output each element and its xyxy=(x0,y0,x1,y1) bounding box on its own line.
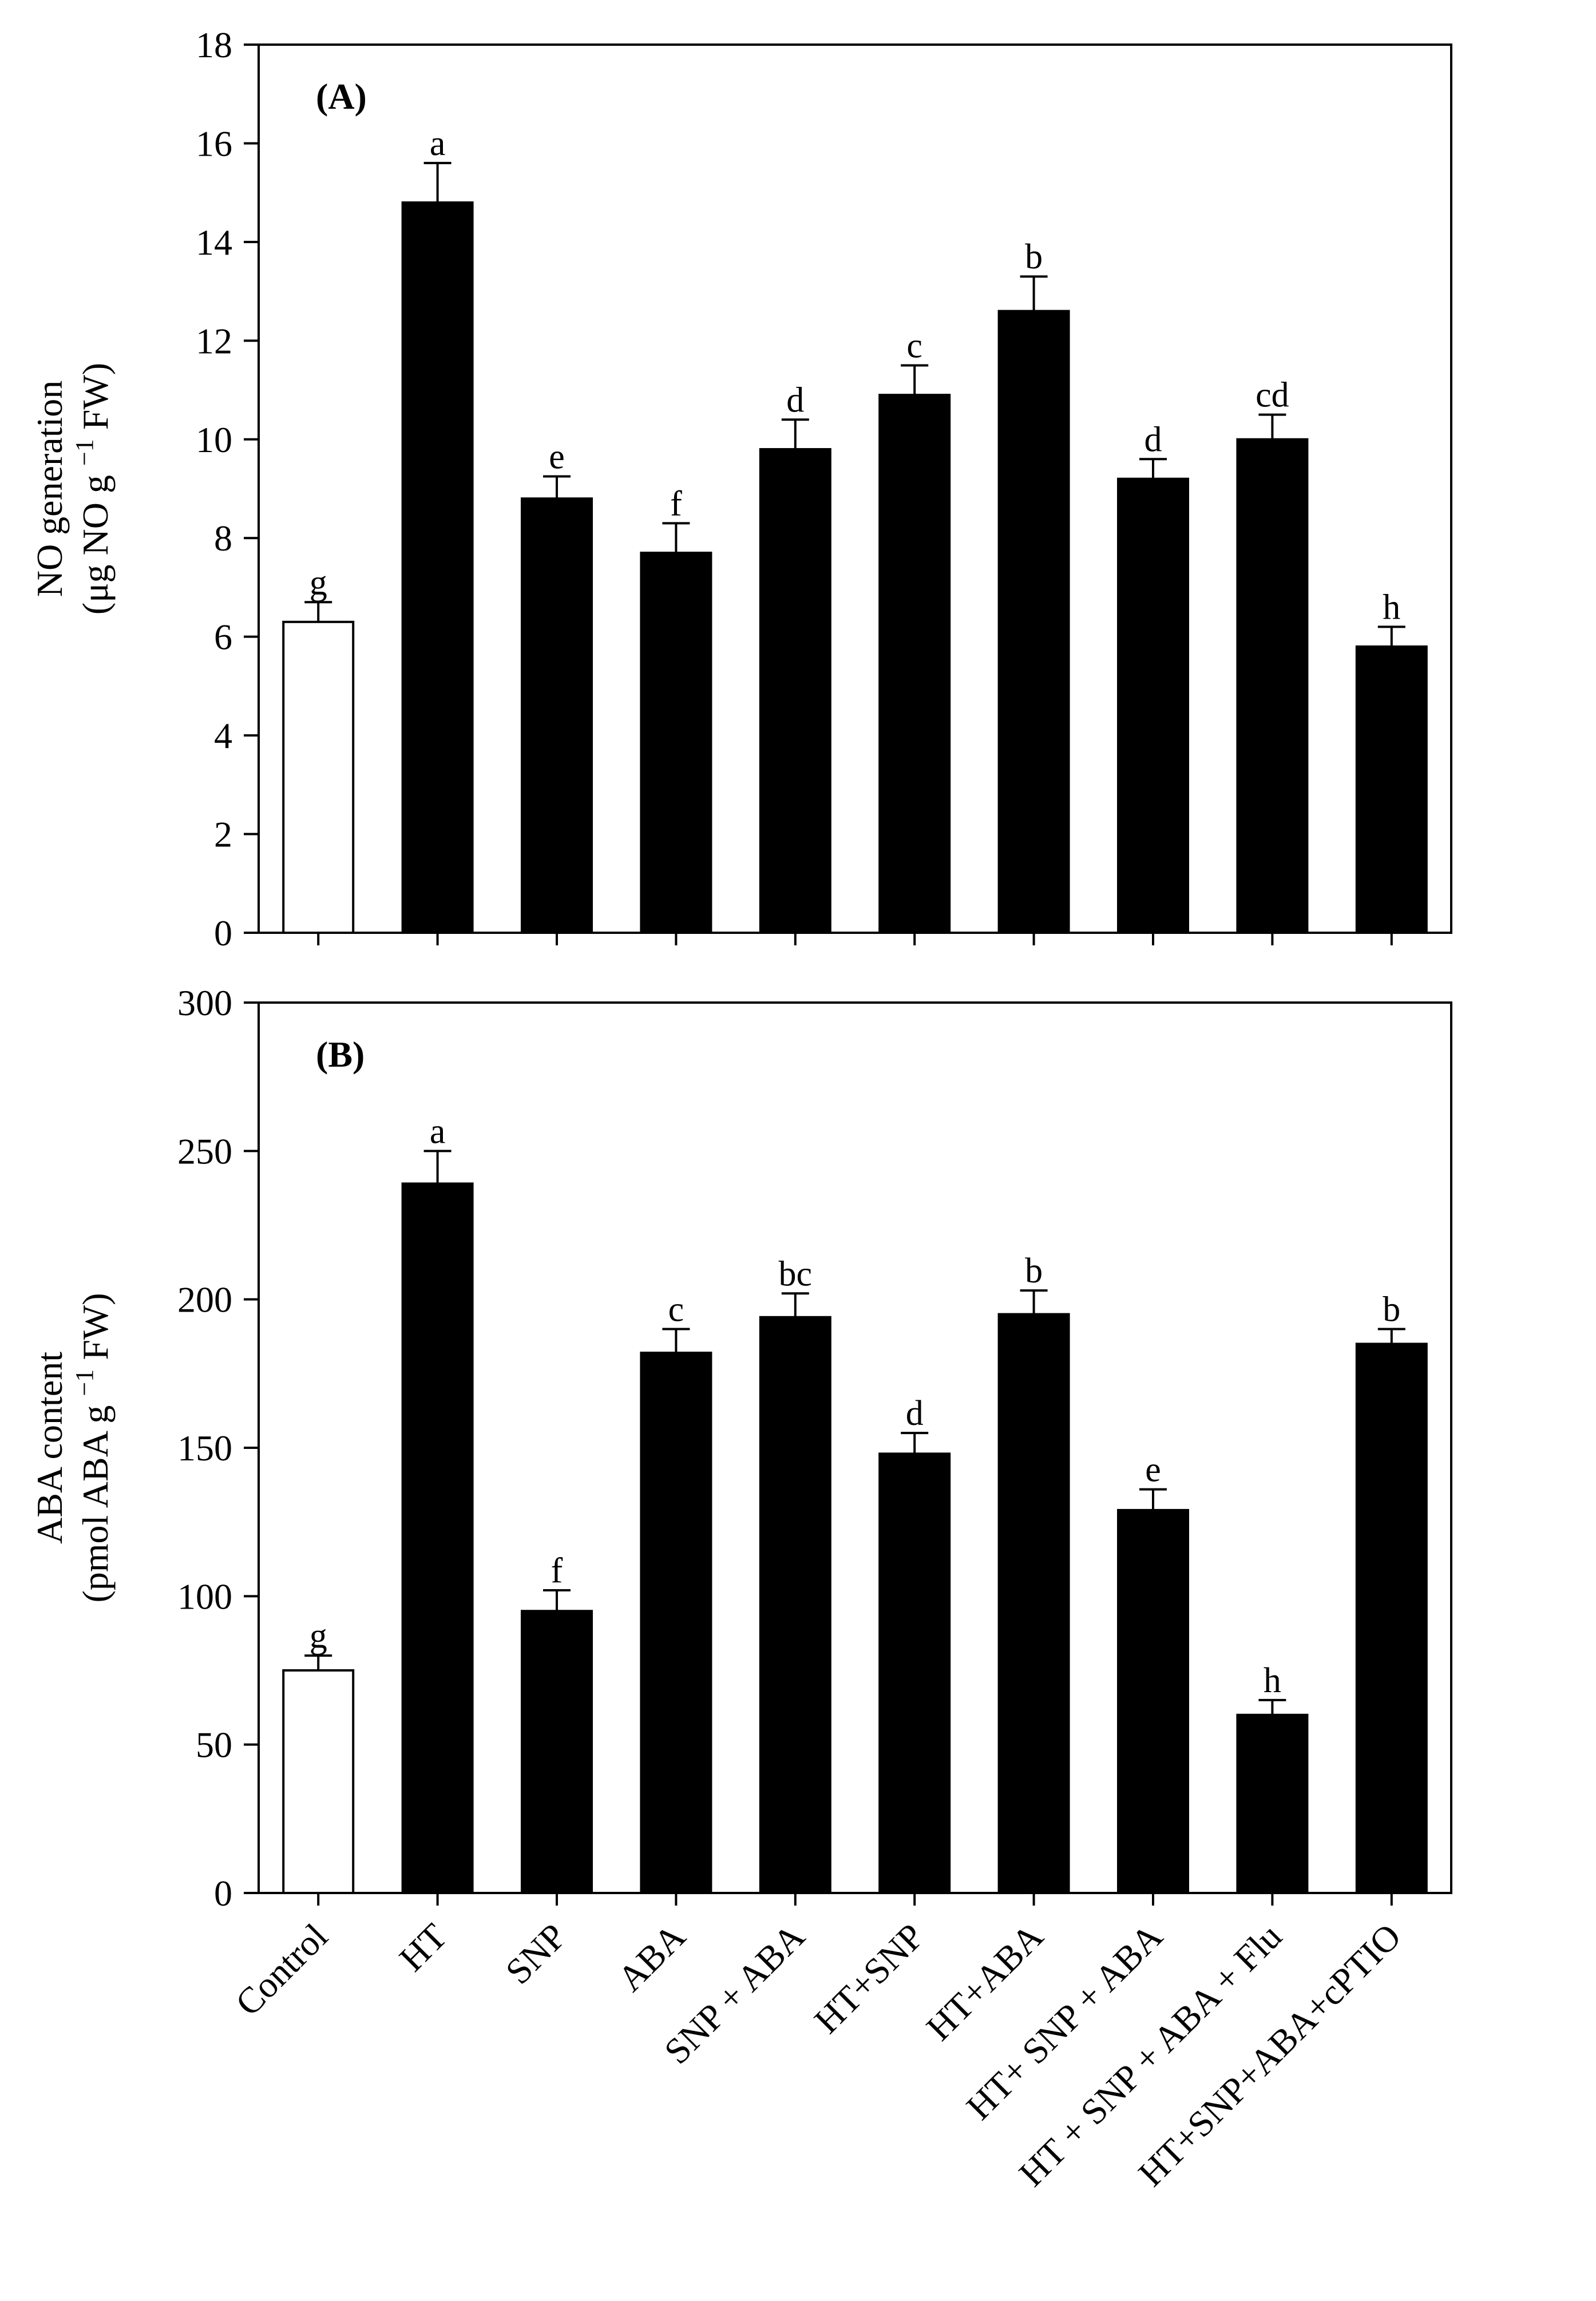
panel-b: 0 50 100 150 200 250 300 ABA content (pmol ABA g… xyxy=(29,983,1452,1914)
significance-label: a xyxy=(430,1112,446,1151)
significance-label: d xyxy=(786,381,804,419)
bar xyxy=(1355,1342,1428,1894)
panel-label: (B) xyxy=(316,1034,365,1075)
significance-label: e xyxy=(549,437,565,476)
significance-label: f xyxy=(551,1551,563,1590)
bar xyxy=(401,1182,474,1894)
significance-label: cd xyxy=(1256,376,1289,415)
bar xyxy=(1117,477,1189,934)
y-tick-label: 2 xyxy=(214,814,232,855)
plot-frame xyxy=(258,43,1452,934)
significance-label: b xyxy=(1025,237,1043,276)
y-tick-label: 14 xyxy=(196,222,232,263)
y-tick-label: 0 xyxy=(214,913,232,953)
significance-label: h xyxy=(1383,588,1400,627)
bar xyxy=(640,552,712,934)
bar xyxy=(401,201,474,934)
significance-label: c xyxy=(906,326,922,365)
significance-label: b xyxy=(1025,1252,1043,1290)
y-tick-label: 12 xyxy=(196,320,232,361)
bar xyxy=(759,448,831,934)
significance-label: h xyxy=(1264,1661,1281,1700)
y-axis-label: ABA content (pmol ABA g −1 FW) xyxy=(29,1293,116,1602)
bar xyxy=(521,497,593,934)
significance-label: g xyxy=(310,1617,327,1656)
y-tick-label: 150 xyxy=(177,1428,232,1468)
y-tick-label: 250 xyxy=(177,1131,232,1171)
x-category-label: HT xyxy=(391,1916,455,1979)
significance-label: e xyxy=(1145,1451,1161,1490)
panel-a: 0 2 4 6 8 10 12 14 16 18 NO generation (μg NO g −1 … xyxy=(29,25,1452,953)
y-tick-label: 50 xyxy=(196,1725,232,1765)
x-category-label: HT+SNP xyxy=(806,1916,932,2041)
significance-label: bc xyxy=(779,1254,813,1293)
y-tick-label: 16 xyxy=(196,123,232,164)
significance-label: b xyxy=(1383,1290,1400,1329)
y-tick-label: 0 xyxy=(214,1873,232,1914)
x-category-label: ABA xyxy=(610,1916,694,1999)
panel-label: (A) xyxy=(316,76,367,117)
significance-label: a xyxy=(430,124,446,163)
bar xyxy=(878,394,951,934)
bar xyxy=(640,1352,712,1894)
significance-label: c xyxy=(668,1290,684,1329)
bar xyxy=(997,1313,1070,1895)
bar xyxy=(282,620,355,934)
y-tick-label: 8 xyxy=(214,518,232,559)
bar xyxy=(521,1610,593,1894)
significance-label: d xyxy=(906,1394,924,1433)
y-tick-label: 10 xyxy=(196,419,232,460)
y-tick-label: 200 xyxy=(177,1280,232,1320)
y-tick-label: 6 xyxy=(214,617,232,658)
y-axis-label: NO generation (μg NO g −1 FW) xyxy=(29,363,116,615)
bar xyxy=(759,1316,831,1894)
significance-label: d xyxy=(1144,420,1162,459)
bar xyxy=(878,1452,951,1894)
significance-label: g xyxy=(310,563,327,602)
bar xyxy=(997,310,1070,934)
bar xyxy=(1236,1713,1309,1895)
x-category-label: SNP xyxy=(498,1916,574,1992)
y-tick-label: 4 xyxy=(214,715,232,756)
y-tick-label: 100 xyxy=(177,1576,232,1617)
bar xyxy=(1355,645,1428,934)
bar xyxy=(282,1669,355,1894)
x-category-label: Control xyxy=(228,1916,335,2023)
bar xyxy=(1117,1508,1189,1894)
y-tick-label: 18 xyxy=(196,25,232,65)
y-tick-label: 300 xyxy=(177,983,232,1023)
significance-label: f xyxy=(670,484,682,523)
bar xyxy=(1236,438,1309,934)
